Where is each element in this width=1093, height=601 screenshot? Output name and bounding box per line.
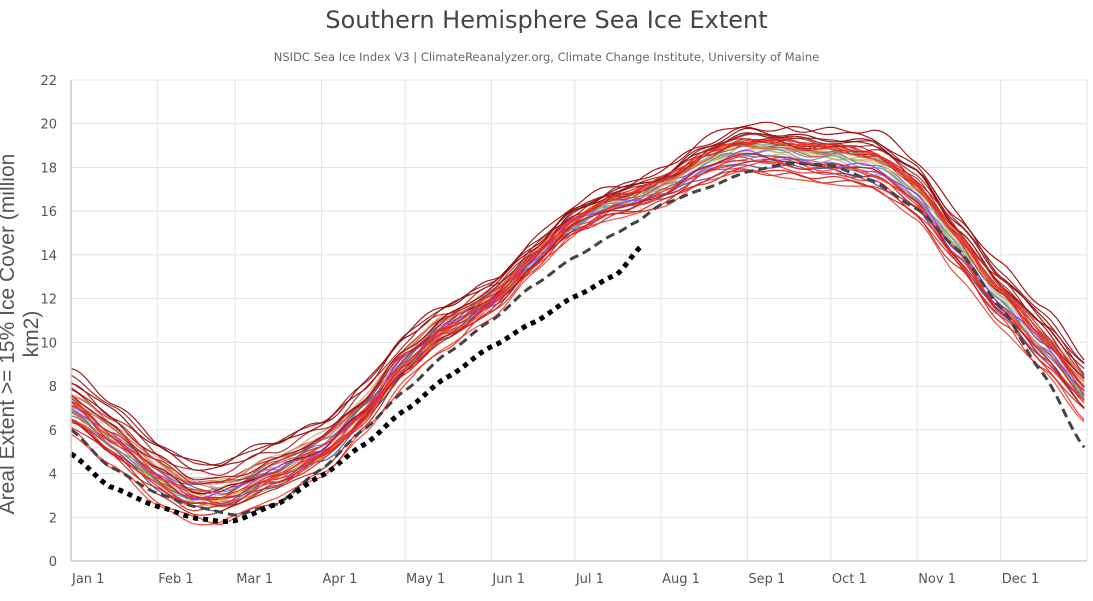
series-line-2006 [70,139,1085,505]
series-line-2005 [70,141,1085,493]
series-line-1995 [70,142,1085,485]
y-tick-label: 0 [49,555,57,570]
series-line-2017 [70,169,1085,526]
x-axis-ticks: Jan 1 Feb 1 Mar 1 Apr 1 May 1 Jun 1 Jul 1 Aug 1… [71,572,1039,587]
series-line-2010 [70,138,1085,477]
x-tick-label: Sep 1 [748,572,785,587]
y-tick-label: 12 [40,293,57,308]
y-tick-label: 14 [40,249,57,264]
series-line-1979 [70,132,1085,471]
chart-subtitle: NSIDC Sea Ice Index V3 | ClimateReanalyz… [273,50,820,64]
series-line-2014 [70,121,1085,467]
grid-lines [71,79,1088,561]
x-tick-label: Aug 1 [662,572,700,587]
series-line-1982 [70,144,1085,480]
x-tick-label: Jan 1 [71,572,104,587]
x-tick-label: Jun 1 [491,572,525,587]
series-line-2008 [70,137,1085,485]
series-line-2015 [70,137,1085,495]
series-line-2023 [69,244,644,525]
y-tick-label: 6 [49,424,57,439]
x-tick-label: Oct 1 [832,572,867,587]
series-line-2022 [70,161,1086,517]
y-tick-label: 4 [49,468,57,483]
y-tick-label: 8 [49,380,57,395]
series-line-2000 [70,127,1085,495]
series-line-1997 [70,160,1085,500]
y-tick-label: 2 [49,511,57,526]
y-tick-label: 10 [40,336,57,351]
y-tick-label: 22 [40,74,57,89]
y-axis-ticks: 0 2 4 6 8 10 12 14 16 18 20 22 [40,74,57,570]
x-tick-label: Nov 1 [918,572,956,587]
series-line-1988 [70,149,1085,486]
series-line-2021 [70,152,1085,516]
chart-title: Southern Hemisphere Sea Ice Extent [325,6,768,34]
series-line-2002 [70,148,1085,506]
x-tick-label: Mar 1 [236,572,273,587]
series-line-1989 [70,158,1085,512]
y-tick-label: 16 [40,205,57,220]
y-tick-label: 18 [40,161,57,176]
x-tick-label: Apr 1 [323,572,358,587]
series-line-2013 [70,132,1085,466]
series-line-1980 [70,133,1085,485]
x-tick-label: Dec 1 [1002,572,1040,587]
x-tick-label: Feb 1 [158,572,193,587]
x-tick-label: Jul 1 [575,572,604,587]
series-lines [69,121,1086,526]
y-tick-label: 20 [40,118,57,133]
x-tick-label: May 1 [406,572,445,587]
series-line-2012 [70,125,1085,481]
